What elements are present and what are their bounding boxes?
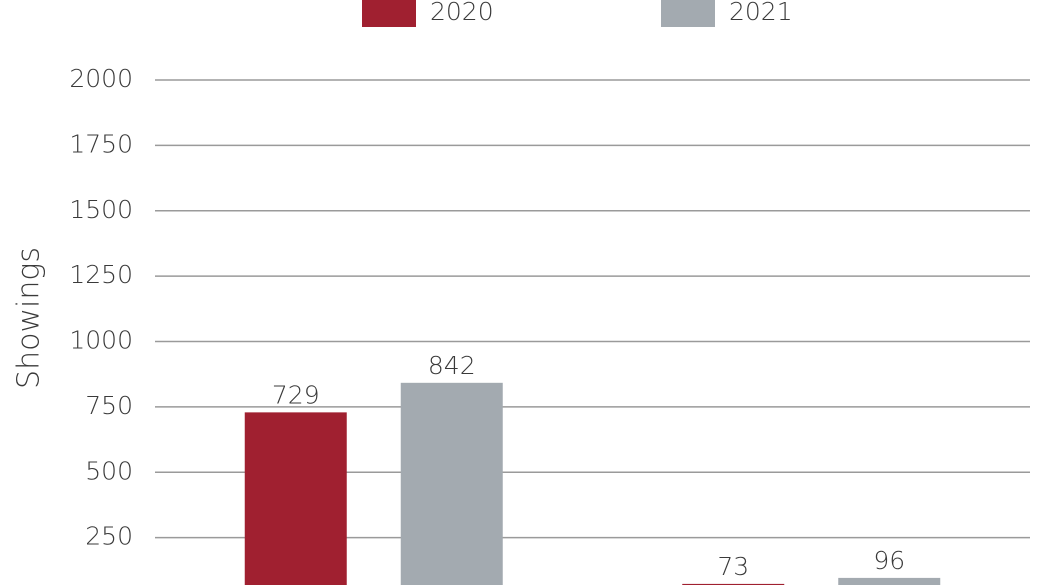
y-tick-label: 250 [85,522,133,551]
data-label: 96 [873,546,905,575]
y-tick-label: 750 [85,391,133,420]
bar [400,382,503,585]
legend-label: 2021 [729,0,793,26]
legend-label: 2020 [430,0,494,26]
data-label: 73 [717,552,749,581]
data-label: 842 [428,351,476,380]
data-label: 729 [272,380,320,409]
y-tick-label: 1500 [69,195,133,224]
y-tick-label: 2000 [69,64,133,93]
bar [682,583,785,585]
legend-swatch [362,0,416,27]
legend-swatch [661,0,715,27]
y-axis-label: Showings [12,247,47,389]
y-tick-label: 1750 [69,129,133,158]
bar [838,577,941,585]
y-tick-label: 1000 [69,326,133,355]
y-tick-label: 500 [85,456,133,485]
y-tick-label: 1250 [69,260,133,289]
bar [244,412,347,585]
